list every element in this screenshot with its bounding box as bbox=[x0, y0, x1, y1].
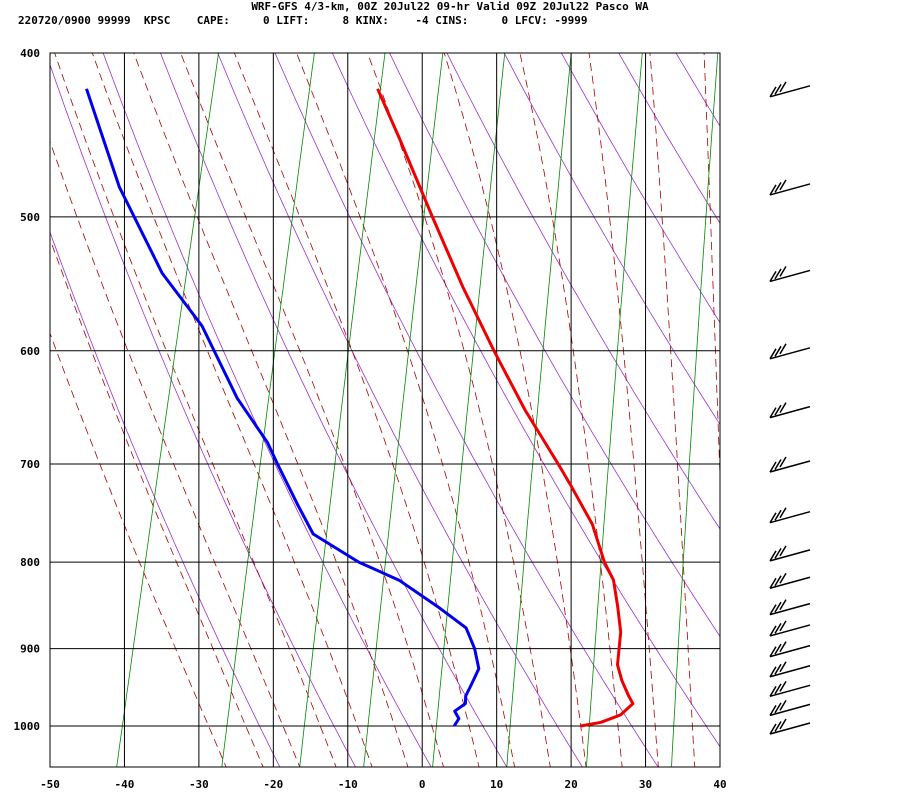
moist-adiabat bbox=[54, 53, 337, 767]
moist-adiabat bbox=[50, 140, 301, 767]
wind-barb bbox=[769, 572, 811, 589]
temperature-axis: -50 -40 -30 -20 -10 0 10 20 30 40 bbox=[40, 778, 727, 791]
wind-barb bbox=[769, 680, 811, 698]
plot-frame bbox=[49, 52, 721, 768]
dry-adiabat bbox=[160, 53, 508, 767]
dry-adiabat bbox=[331, 53, 720, 748]
temperature-tick-label: -50 bbox=[40, 778, 60, 791]
moist-adiabat bbox=[519, 53, 623, 767]
background-lines bbox=[50, 15, 900, 782]
temperature-tick-label: 10 bbox=[490, 778, 503, 791]
wind-barb bbox=[769, 266, 811, 283]
wind-barbs bbox=[769, 81, 811, 735]
dry-adiabat bbox=[102, 53, 432, 767]
dry-adiabat bbox=[503, 53, 720, 426]
mixing-ratio-line bbox=[299, 53, 386, 767]
pressure-tick-label: 500 bbox=[20, 211, 40, 224]
grid bbox=[49, 52, 721, 767]
dry-adiabat bbox=[767, 15, 900, 782]
pressure-tick-label: 1000 bbox=[14, 720, 41, 733]
dry-adiabat bbox=[50, 63, 356, 767]
temperature-profile bbox=[376, 88, 635, 728]
dry-adiabat bbox=[50, 231, 281, 767]
moist-adiabat bbox=[443, 53, 587, 767]
temperature-tick-label: 0 bbox=[419, 778, 426, 791]
moist-adiabat bbox=[703, 53, 720, 485]
wind-barb bbox=[769, 81, 811, 98]
moist-adiabat bbox=[50, 237, 264, 767]
wind-barb bbox=[769, 700, 811, 717]
pressure-tick-label: 400 bbox=[20, 47, 40, 60]
dry-adiabat bbox=[389, 53, 720, 638]
wind-barb bbox=[769, 661, 811, 678]
temperature-tick-label: -40 bbox=[115, 778, 135, 791]
dewpoint-profile bbox=[85, 88, 481, 727]
temperature-tick-label: 20 bbox=[564, 778, 577, 791]
temperature-tick-label: 40 bbox=[713, 778, 726, 791]
sounding-indices: 220720/0900 99999 KPSC CAPE: 0 LIFT: 8 K… bbox=[18, 14, 588, 27]
profiles bbox=[85, 88, 635, 728]
wind-barb bbox=[769, 718, 811, 735]
moist-adiabat bbox=[233, 53, 480, 767]
moist-adiabat bbox=[91, 53, 373, 767]
moist-adiabat bbox=[296, 53, 516, 767]
moist-adiabat bbox=[50, 332, 227, 767]
dry-adiabat bbox=[618, 53, 720, 224]
moist-adiabat bbox=[133, 53, 409, 767]
mixing-ratio-line bbox=[671, 53, 719, 767]
pressure-tick-label: 700 bbox=[20, 458, 40, 471]
pressure-tick-label: 600 bbox=[20, 345, 40, 358]
wind-barb bbox=[769, 641, 811, 658]
wind-barb bbox=[769, 599, 811, 616]
dry-adiabat bbox=[446, 53, 720, 530]
temperature-tick-label: -10 bbox=[338, 778, 358, 791]
dry-adiabat bbox=[274, 53, 659, 767]
wind-barb bbox=[769, 620, 811, 637]
dry-adiabat bbox=[823, 15, 900, 782]
wind-barb bbox=[769, 179, 811, 196]
moist-adiabat bbox=[180, 53, 444, 767]
pressure-tick-label: 800 bbox=[20, 556, 40, 569]
wind-barb bbox=[769, 545, 811, 562]
temperature-tick-label: -20 bbox=[263, 778, 283, 791]
mixing-ratio-line bbox=[432, 53, 506, 767]
wind-barb bbox=[769, 402, 811, 419]
moist-adiabat bbox=[367, 53, 551, 767]
pressure-axis: 400 500 600 700 800 900 1000 bbox=[14, 47, 41, 733]
wind-barb bbox=[769, 343, 811, 360]
mixing-ratio-line bbox=[506, 53, 572, 767]
moist-adiabat bbox=[649, 53, 696, 767]
dry-adiabat bbox=[560, 53, 720, 324]
temperature-tick-label: -30 bbox=[189, 778, 209, 791]
chart-title: WRF-GFS 4/3-km, 00Z 20Jul22 09-hr Valid … bbox=[251, 0, 649, 13]
dry-adiabat bbox=[675, 53, 720, 127]
pressure-tick-label: 900 bbox=[20, 643, 40, 656]
dry-adiabat bbox=[217, 53, 583, 767]
wind-barb bbox=[769, 507, 811, 524]
dry-adiabat bbox=[880, 15, 900, 782]
moist-adiabat bbox=[588, 53, 659, 767]
mixing-ratio-line bbox=[363, 53, 444, 767]
mixing-ratio-line bbox=[116, 53, 219, 767]
mixing-ratio-line bbox=[586, 53, 643, 767]
wind-barb bbox=[769, 456, 811, 473]
temperature-tick-label: 30 bbox=[639, 778, 652, 791]
mixing-ratio-line bbox=[221, 53, 315, 767]
